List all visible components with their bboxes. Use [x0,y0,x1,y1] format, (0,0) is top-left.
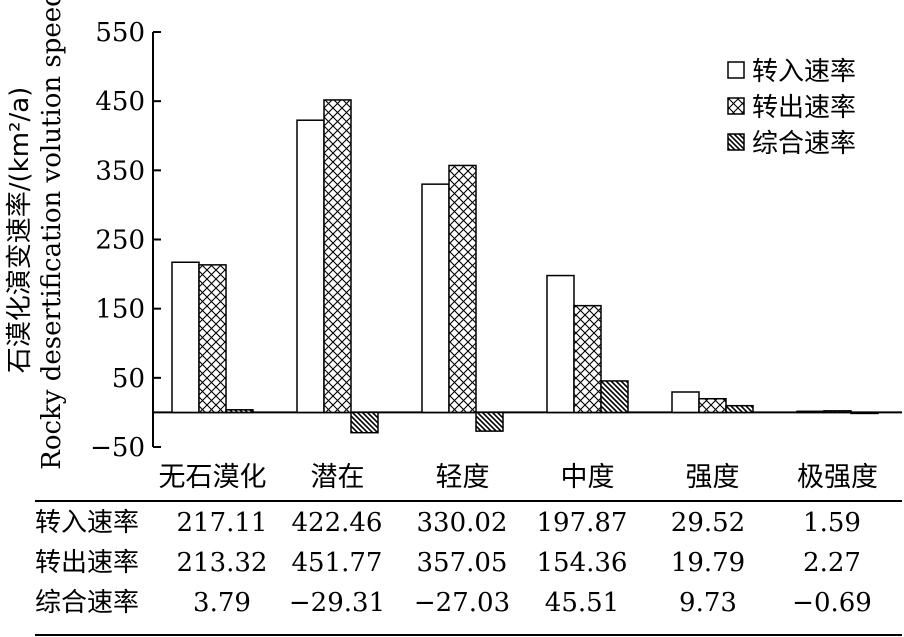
y-axis-label-zh: 石漠化演变速率/(km²/a) [5,87,35,374]
table-cell: 2.27 [803,548,861,578]
x-tick-labels: 无石漠化 潜在 轻度 中度 强度 极强度 [159,462,879,493]
table-cell: 154.36 [537,548,628,578]
table-cell: 197.87 [537,508,628,538]
y-tick-label: 250 [95,226,145,256]
y-tick-label: 350 [95,156,145,186]
bar [475,411,504,432]
x-tick-label: 强度 [686,462,740,493]
y-tick-label: 150 [95,295,145,325]
legend-swatch [727,133,745,151]
legend-entry: 转入速率 [752,57,856,87]
table-cell: −0.69 [792,588,872,618]
table-row-label: 转入速率 [35,508,139,538]
bars [171,99,879,434]
table-cell: 29.52 [671,508,745,538]
legend-entry: 综合速率 [752,129,856,159]
legend-entry: 转出速率 [752,93,856,123]
bar [546,274,575,414]
table-cell: 1.59 [803,508,861,538]
bar [823,410,852,414]
table-cell: −29.31 [289,588,385,618]
bar [448,164,477,414]
bar [573,304,602,414]
bar [850,411,879,415]
bar [198,264,227,414]
table-cell: −27.03 [414,588,510,618]
bar [296,119,325,414]
bar [600,380,629,414]
bar [671,391,700,414]
table-cell: 9.73 [679,588,737,618]
table-row-label: 转出速率 [35,548,139,578]
table-cell: 422.46 [292,508,383,538]
table-cell: 213.32 [177,548,268,578]
y-tick-label: 550 [95,18,145,48]
bar [171,261,200,414]
bar [698,397,727,414]
table-cell: 217.11 [177,508,268,538]
legend-swatch [727,61,745,79]
y-axis-label-en: Rocky desertification volution speed [37,0,67,470]
x-tick-label: 无石漠化 [159,462,267,493]
x-tick-label: 轻度 [436,462,490,493]
y-tick-label: −50 [90,433,145,463]
bar [225,409,254,414]
bar [725,404,754,414]
bar [323,99,352,414]
legend-swatch [727,97,745,115]
table-cell: 357.05 [417,548,508,578]
table-cell: 19.79 [671,548,745,578]
x-tick-label: 极强度 [797,462,878,493]
data-table: 转入速率 217.11 422.46 330.02 197.87 29.52 1.59 转出速… [35,500,902,636]
y-tick-label: 50 [112,364,145,394]
y-tick-label: 450 [95,87,145,117]
table-cell: 451.77 [292,548,383,578]
table-row-label: 综合速率 [35,588,139,618]
y-axis-label: 石漠化演变速率/(km²/a) Rocky desertification vo… [5,0,67,470]
table-cell: 330.02 [417,508,508,538]
y-ticks: 550 450 350 250 150 50 −50 [90,18,161,463]
bar [350,411,379,434]
bar [421,183,450,414]
table-cell: 45.51 [545,588,619,618]
bar [796,410,825,414]
table-cell: 3.79 [193,588,251,618]
x-tick-label: 中度 [561,462,615,493]
x-tick-label: 潜在 [311,462,365,493]
